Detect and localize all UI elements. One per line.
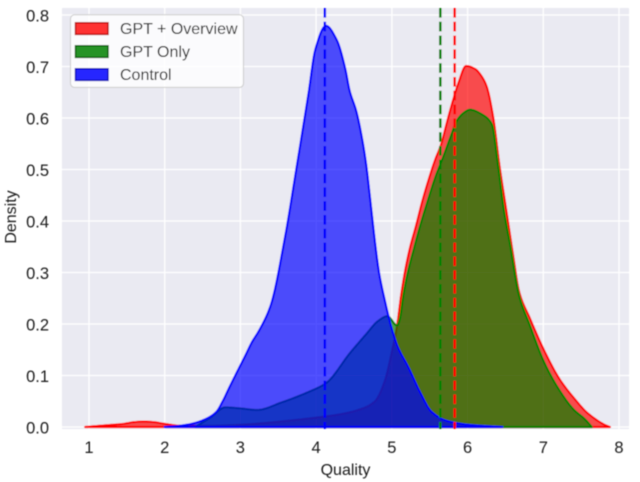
svg-text:0.6: 0.6 xyxy=(26,111,49,129)
svg-text:5: 5 xyxy=(387,439,396,457)
svg-text:GPT + Overview: GPT + Overview xyxy=(120,21,238,38)
svg-text:0.0: 0.0 xyxy=(26,420,49,438)
svg-text:1: 1 xyxy=(84,439,93,457)
svg-text:0.2: 0.2 xyxy=(26,317,49,335)
svg-text:0.3: 0.3 xyxy=(26,265,49,283)
svg-text:Control: Control xyxy=(120,67,172,84)
svg-text:0.4: 0.4 xyxy=(26,214,49,232)
svg-text:0.5: 0.5 xyxy=(26,162,49,180)
svg-text:4: 4 xyxy=(312,439,321,457)
svg-text:6: 6 xyxy=(463,439,472,457)
svg-text:0.7: 0.7 xyxy=(26,59,49,77)
svg-text:0.8: 0.8 xyxy=(26,8,49,26)
svg-text:2: 2 xyxy=(160,439,169,457)
svg-text:GPT Only: GPT Only xyxy=(120,44,190,61)
svg-text:3: 3 xyxy=(236,439,245,457)
svg-text:8: 8 xyxy=(614,439,623,457)
svg-text:Quality: Quality xyxy=(321,462,371,479)
svg-text:Density: Density xyxy=(3,190,20,243)
svg-text:7: 7 xyxy=(539,439,548,457)
svg-text:0.1: 0.1 xyxy=(26,368,49,386)
